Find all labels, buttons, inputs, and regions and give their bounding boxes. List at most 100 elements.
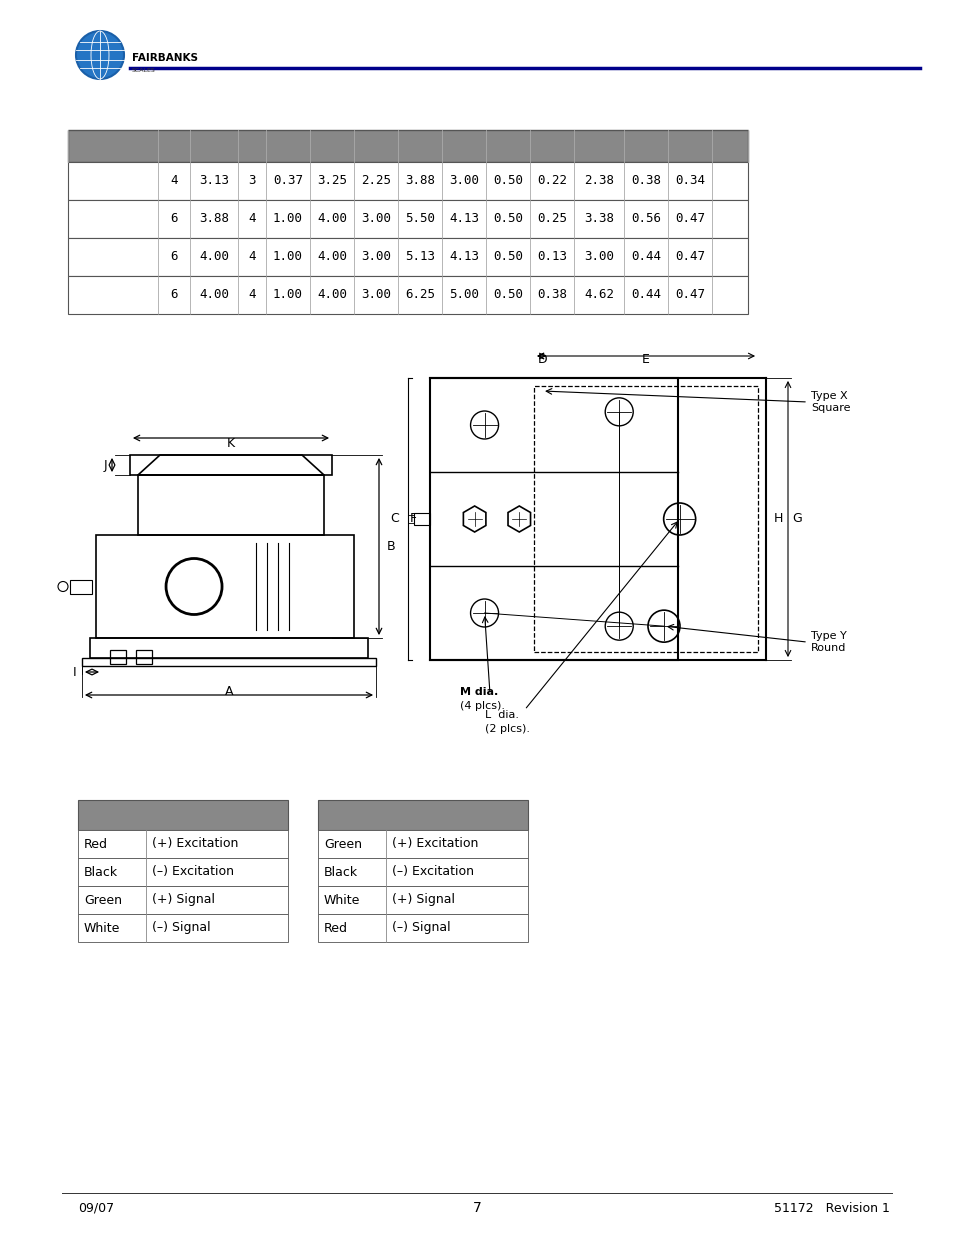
Text: A: A	[225, 685, 233, 698]
Text: (2 plcs).: (2 plcs).	[484, 724, 529, 734]
Text: Red: Red	[84, 837, 108, 851]
Bar	[534, 387, 758, 652]
Text: I: I	[72, 666, 76, 678]
Text: 0.56: 0.56	[630, 212, 660, 226]
Text: Type Y: Type Y	[810, 631, 846, 641]
Text: 3.00: 3.00	[360, 212, 391, 226]
Text: 0.22: 0.22	[537, 174, 566, 188]
Text: H: H	[773, 513, 782, 526]
Bar	[110, 650, 126, 664]
Text: SCALES: SCALES	[132, 68, 155, 73]
Text: 4.62: 4.62	[583, 289, 614, 301]
Text: 0.37: 0.37	[273, 174, 303, 188]
Text: 5.13: 5.13	[405, 251, 435, 263]
Text: 2.25: 2.25	[360, 174, 391, 188]
Text: Square: Square	[810, 403, 850, 412]
Text: Green: Green	[324, 837, 361, 851]
Text: 0.47: 0.47	[675, 212, 704, 226]
Text: 5.00: 5.00	[449, 289, 478, 301]
Text: Green: Green	[84, 893, 122, 906]
Text: 0.25: 0.25	[537, 212, 566, 226]
Text: 6: 6	[170, 212, 177, 226]
Text: 6: 6	[170, 289, 177, 301]
Text: Red: Red	[324, 921, 348, 935]
Text: 3.88: 3.88	[199, 212, 229, 226]
Bar	[317, 885, 527, 914]
Bar	[68, 200, 747, 238]
Bar	[90, 638, 368, 658]
Bar	[138, 475, 324, 535]
Text: C: C	[390, 513, 399, 526]
Text: 5.50: 5.50	[405, 212, 435, 226]
Bar	[68, 275, 747, 314]
Text: (+) Signal: (+) Signal	[152, 893, 214, 906]
Text: 0.50: 0.50	[493, 289, 522, 301]
Text: 51172   Revision 1: 51172 Revision 1	[773, 1202, 889, 1214]
Bar	[317, 800, 527, 830]
Text: 3.00: 3.00	[449, 174, 478, 188]
Text: 4.00: 4.00	[199, 251, 229, 263]
Text: 6.25: 6.25	[405, 289, 435, 301]
Text: 3: 3	[248, 174, 255, 188]
Text: 0.13: 0.13	[537, 251, 566, 263]
Text: White: White	[84, 921, 120, 935]
Text: 2.38: 2.38	[583, 174, 614, 188]
Text: B: B	[387, 540, 395, 553]
Text: 4.00: 4.00	[316, 251, 347, 263]
Text: M dia.: M dia.	[459, 687, 497, 697]
Text: 0.38: 0.38	[630, 174, 660, 188]
Text: L  dia.: L dia.	[484, 710, 518, 720]
Text: (–) Excitation: (–) Excitation	[152, 866, 233, 878]
Text: (+) Excitation: (+) Excitation	[392, 837, 477, 851]
Text: 3.00: 3.00	[583, 251, 614, 263]
Bar	[68, 162, 747, 200]
Text: 4.00: 4.00	[316, 212, 347, 226]
Text: G: G	[791, 513, 801, 526]
Bar	[78, 830, 288, 858]
Text: Type X: Type X	[810, 391, 846, 401]
Bar	[78, 800, 288, 830]
Bar	[68, 130, 747, 162]
Text: 0.34: 0.34	[675, 174, 704, 188]
Text: (+) Excitation: (+) Excitation	[152, 837, 238, 851]
Text: (4 plcs).: (4 plcs).	[459, 701, 504, 711]
Bar	[414, 513, 430, 525]
Text: F: F	[409, 513, 416, 526]
Text: D: D	[537, 353, 547, 366]
Text: 0.44: 0.44	[630, 251, 660, 263]
Bar	[430, 378, 678, 659]
Text: 3.13: 3.13	[199, 174, 229, 188]
Text: 0.44: 0.44	[630, 289, 660, 301]
Text: 4.00: 4.00	[199, 289, 229, 301]
Text: Black: Black	[84, 866, 118, 878]
Circle shape	[76, 31, 124, 79]
Bar	[408, 515, 414, 522]
Bar	[78, 885, 288, 914]
Text: J: J	[103, 458, 107, 472]
Text: E: E	[641, 353, 649, 366]
Bar	[82, 658, 375, 666]
Text: 3.25: 3.25	[316, 174, 347, 188]
Bar	[317, 830, 527, 858]
Text: 0.50: 0.50	[493, 174, 522, 188]
Text: 4: 4	[248, 251, 255, 263]
Text: 0.47: 0.47	[675, 289, 704, 301]
Text: 3.00: 3.00	[360, 289, 391, 301]
Text: 4.00: 4.00	[316, 289, 347, 301]
Text: 3.88: 3.88	[405, 174, 435, 188]
Text: 1.00: 1.00	[273, 251, 303, 263]
Text: Black: Black	[324, 866, 357, 878]
Text: 0.50: 0.50	[493, 251, 522, 263]
Text: 4.13: 4.13	[449, 212, 478, 226]
Text: 4: 4	[248, 289, 255, 301]
Bar	[68, 238, 747, 275]
Text: FAIRBANKS: FAIRBANKS	[132, 53, 198, 63]
Text: (+) Signal: (+) Signal	[392, 893, 455, 906]
Text: 4.13: 4.13	[449, 251, 478, 263]
Text: 4: 4	[248, 212, 255, 226]
Text: 3.38: 3.38	[583, 212, 614, 226]
Text: 7: 7	[472, 1200, 481, 1215]
Bar	[136, 650, 152, 664]
Bar	[317, 914, 527, 942]
Text: White: White	[324, 893, 360, 906]
